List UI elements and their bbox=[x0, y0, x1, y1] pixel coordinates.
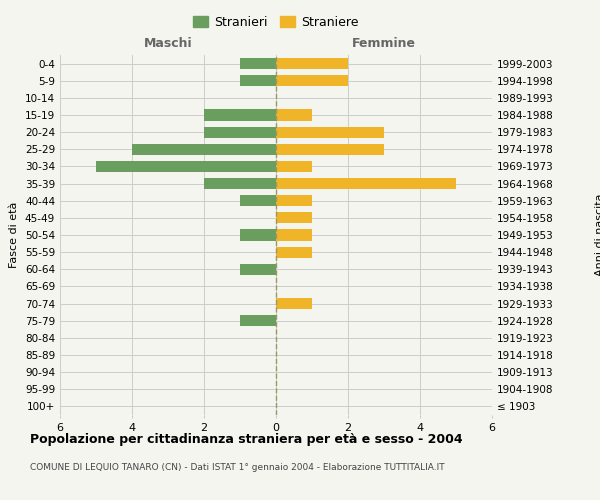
Text: Femmine: Femmine bbox=[352, 37, 416, 50]
Bar bbox=[276, 212, 312, 224]
Bar bbox=[276, 161, 312, 172]
Bar bbox=[240, 195, 276, 206]
Bar bbox=[240, 264, 276, 275]
Bar bbox=[276, 298, 312, 309]
Bar bbox=[240, 230, 276, 240]
Bar bbox=[96, 161, 276, 172]
Bar bbox=[276, 144, 384, 155]
Y-axis label: Anni di nascita: Anni di nascita bbox=[595, 194, 600, 276]
Y-axis label: Fasce di età: Fasce di età bbox=[10, 202, 19, 268]
Bar bbox=[276, 195, 312, 206]
Bar bbox=[204, 110, 276, 120]
Bar bbox=[276, 58, 348, 69]
Legend: Stranieri, Straniere: Stranieri, Straniere bbox=[188, 11, 364, 34]
Bar bbox=[204, 178, 276, 189]
Bar bbox=[132, 144, 276, 155]
Text: Popolazione per cittadinanza straniera per età e sesso - 2004: Popolazione per cittadinanza straniera p… bbox=[30, 432, 463, 446]
Bar bbox=[276, 246, 312, 258]
Bar bbox=[240, 58, 276, 69]
Bar bbox=[276, 110, 312, 120]
Bar bbox=[276, 75, 348, 86]
Text: Maschi: Maschi bbox=[143, 37, 193, 50]
Bar bbox=[276, 178, 456, 189]
Bar bbox=[240, 75, 276, 86]
Text: COMUNE DI LEQUIO TANARO (CN) - Dati ISTAT 1° gennaio 2004 - Elaborazione TUTTITA: COMUNE DI LEQUIO TANARO (CN) - Dati ISTA… bbox=[30, 462, 445, 471]
Bar bbox=[276, 126, 384, 138]
Bar bbox=[204, 126, 276, 138]
Bar bbox=[276, 230, 312, 240]
Bar bbox=[240, 315, 276, 326]
